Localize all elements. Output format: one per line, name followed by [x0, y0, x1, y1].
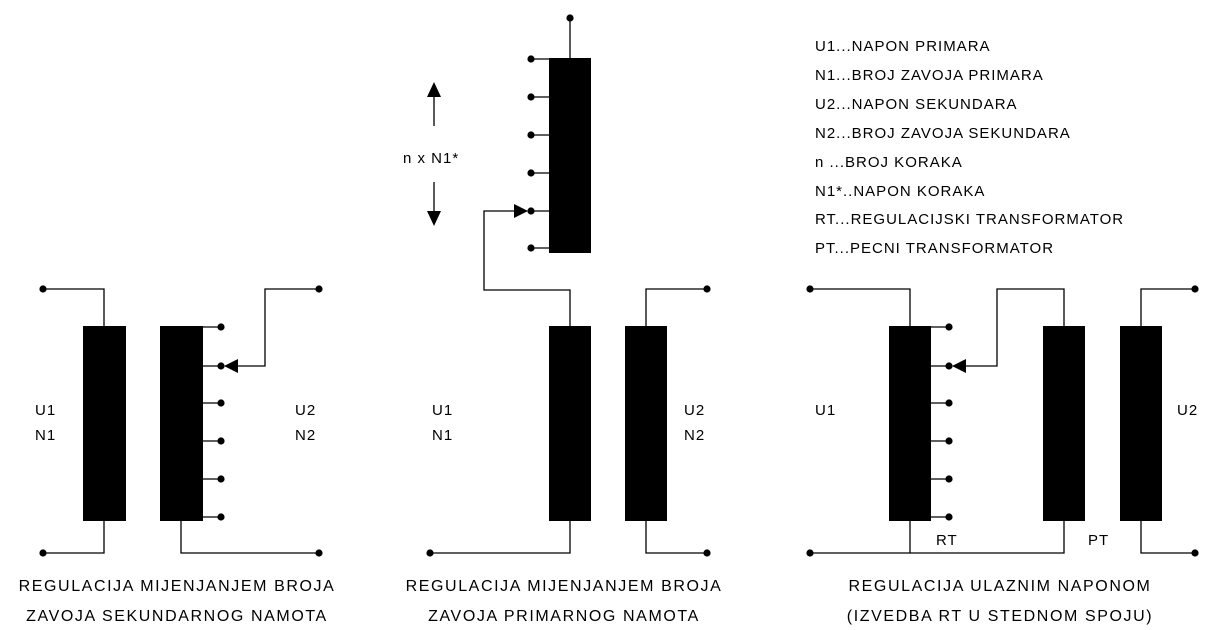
- tap-changer-arrow: [952, 359, 966, 373]
- caption-line-1: REGULACIJA MIJENJANJEM BROJA: [19, 578, 336, 595]
- terminal: [703, 549, 711, 557]
- terminal: [1191, 285, 1199, 293]
- label-u2: U2: [684, 402, 705, 419]
- label-n1: N1: [432, 427, 453, 444]
- terminal: [39, 549, 47, 557]
- common-bottom-wire: [810, 521, 1065, 554]
- scheme-secondary-tap: U1 N1 U2 N2 REGULACIJA MIJENJANJEM BROJA…: [19, 285, 336, 625]
- legend-item: n ...BROJ KORAKA: [815, 154, 963, 171]
- label-u2: U2: [1177, 402, 1198, 419]
- scheme-primary-tap: n x N1* U1 N1 U2 N2 REGULACIJA MIJENJANJ…: [403, 14, 723, 625]
- pt-primary-winding: [1043, 326, 1085, 521]
- down-arrow-icon: [427, 211, 441, 226]
- scheme-input-voltage: U1 U2 RT PT REGULACIJA ULAZNIM NAPONOM (…: [806, 285, 1199, 625]
- pt-secondary-bottom-wire: [1140, 521, 1195, 554]
- terminal: [1191, 549, 1199, 557]
- terminal: [39, 285, 47, 293]
- secondary-bottom-wire: [645, 521, 707, 554]
- secondary-top-wire: [645, 288, 707, 326]
- terminal: [806, 285, 814, 293]
- label-rt: RT: [936, 532, 958, 549]
- terminal: [315, 549, 323, 557]
- legend-item: U1...NAPON PRIMARA: [815, 38, 991, 55]
- secondary-bottom-wire: [180, 521, 319, 554]
- primary-winding: [83, 326, 126, 521]
- terminal: [703, 285, 711, 293]
- label-n2: N2: [684, 427, 705, 444]
- legend-item: PT...PECNI TRANSFORMATOR: [815, 240, 1054, 257]
- label-u1: U1: [35, 402, 56, 419]
- step-label: n x N1*: [403, 150, 459, 167]
- legend-item: RT...REGULACIJSKI TRANSFORMATOR: [815, 211, 1124, 228]
- caption-line-2: ZAVOJA SEKUNDARNOG NAMOTA: [26, 608, 328, 625]
- tap-changer-wire: [966, 288, 1065, 367]
- legend-item: U2...NAPON SEKUNDARA: [815, 96, 1018, 113]
- rt-winding: [889, 326, 931, 521]
- rt-taps: [931, 323, 953, 521]
- tap-changer-wire: [238, 288, 319, 367]
- label-n1: N1: [35, 427, 56, 444]
- secondary-winding: [625, 326, 667, 521]
- secondary-taps: [203, 323, 225, 521]
- label-u2: U2: [295, 402, 316, 419]
- label-pt: PT: [1088, 532, 1109, 549]
- primary-top-wire: [43, 288, 105, 326]
- legend-item: N1*..NAPON KORAKA: [815, 183, 985, 200]
- label-n2: N2: [295, 427, 316, 444]
- terminal: [315, 285, 323, 293]
- primary-bottom-wire: [430, 521, 571, 554]
- caption-line-2: (IZVEDBA RT U STEDNOM SPOJU): [847, 608, 1153, 625]
- caption-line-1: REGULACIJA ULAZNIM NAPONOM: [849, 578, 1152, 595]
- terminal: [806, 549, 814, 557]
- primary-bottom-wire: [43, 521, 105, 554]
- legend-item: N2...BROJ ZAVOJA SEKUNDARA: [815, 125, 1071, 142]
- tap-changer-wire: [483, 210, 571, 326]
- caption-line-2: ZAVOJA PRIMARNOG NAMOTA: [428, 608, 700, 625]
- tap-changer-arrow: [514, 204, 528, 218]
- regulating-taps: [527, 55, 549, 252]
- label-u1: U1: [432, 402, 453, 419]
- pt-secondary-top-wire: [1140, 288, 1195, 326]
- tap-changer-arrow: [224, 359, 238, 373]
- primary-winding: [549, 326, 591, 521]
- regulating-winding: [549, 58, 591, 253]
- secondary-winding: [160, 326, 203, 521]
- legend-item: N1...BROJ ZAVOJA PRIMARA: [815, 67, 1044, 84]
- caption-line-1: REGULACIJA MIJENJANJEM BROJA: [406, 578, 723, 595]
- pt-secondary-winding: [1120, 326, 1162, 521]
- rt-top-wire: [810, 288, 911, 326]
- legend: U1...NAPON PRIMARA N1...BROJ ZAVOJA PRIM…: [815, 38, 1124, 257]
- up-arrow-icon: [427, 82, 441, 97]
- terminal: [426, 549, 434, 557]
- label-u1: U1: [815, 402, 836, 419]
